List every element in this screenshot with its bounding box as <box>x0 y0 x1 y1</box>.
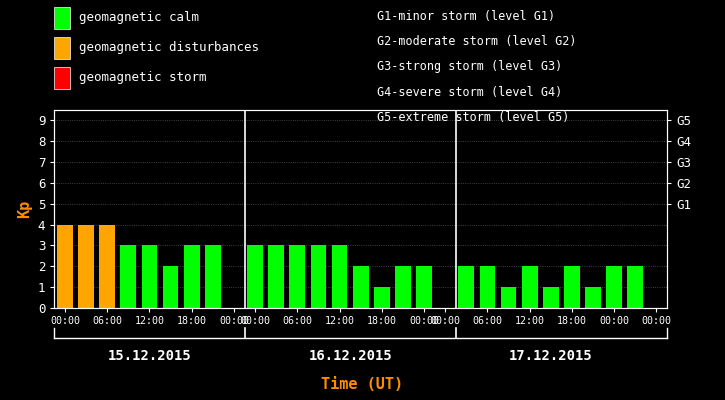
Bar <box>564 266 580 308</box>
Bar <box>458 266 474 308</box>
Bar <box>120 246 136 308</box>
Y-axis label: Kp: Kp <box>17 200 33 218</box>
Bar <box>353 266 368 308</box>
Text: Time (UT): Time (UT) <box>321 377 404 392</box>
Bar <box>479 266 495 308</box>
Text: 15.12.2015: 15.12.2015 <box>107 349 191 363</box>
Bar <box>522 266 538 308</box>
Bar <box>310 246 326 308</box>
Text: geomagnetic calm: geomagnetic calm <box>79 12 199 24</box>
Text: 16.12.2015: 16.12.2015 <box>308 349 392 363</box>
Bar <box>289 246 305 308</box>
Text: G2-moderate storm (level G2): G2-moderate storm (level G2) <box>377 35 576 48</box>
Bar <box>57 225 72 308</box>
Bar <box>268 246 284 308</box>
Text: 17.12.2015: 17.12.2015 <box>509 349 592 363</box>
Text: G3-strong storm (level G3): G3-strong storm (level G3) <box>377 60 563 74</box>
Text: G1-minor storm (level G1): G1-minor storm (level G1) <box>377 10 555 23</box>
Bar <box>141 246 157 308</box>
Bar <box>585 287 601 308</box>
Bar <box>606 266 622 308</box>
Text: geomagnetic storm: geomagnetic storm <box>79 72 207 84</box>
Bar <box>205 246 220 308</box>
Bar <box>395 266 411 308</box>
Bar <box>183 246 199 308</box>
Bar <box>416 266 432 308</box>
Bar <box>501 287 516 308</box>
Bar <box>331 246 347 308</box>
Bar <box>247 246 263 308</box>
Bar <box>374 287 390 308</box>
Bar <box>627 266 643 308</box>
Bar <box>543 287 559 308</box>
Bar <box>162 266 178 308</box>
Text: G4-severe storm (level G4): G4-severe storm (level G4) <box>377 86 563 98</box>
Bar <box>78 225 94 308</box>
Text: G5-extreme storm (level G5): G5-extreme storm (level G5) <box>377 111 569 124</box>
Bar <box>99 225 115 308</box>
Text: geomagnetic disturbances: geomagnetic disturbances <box>79 42 259 54</box>
